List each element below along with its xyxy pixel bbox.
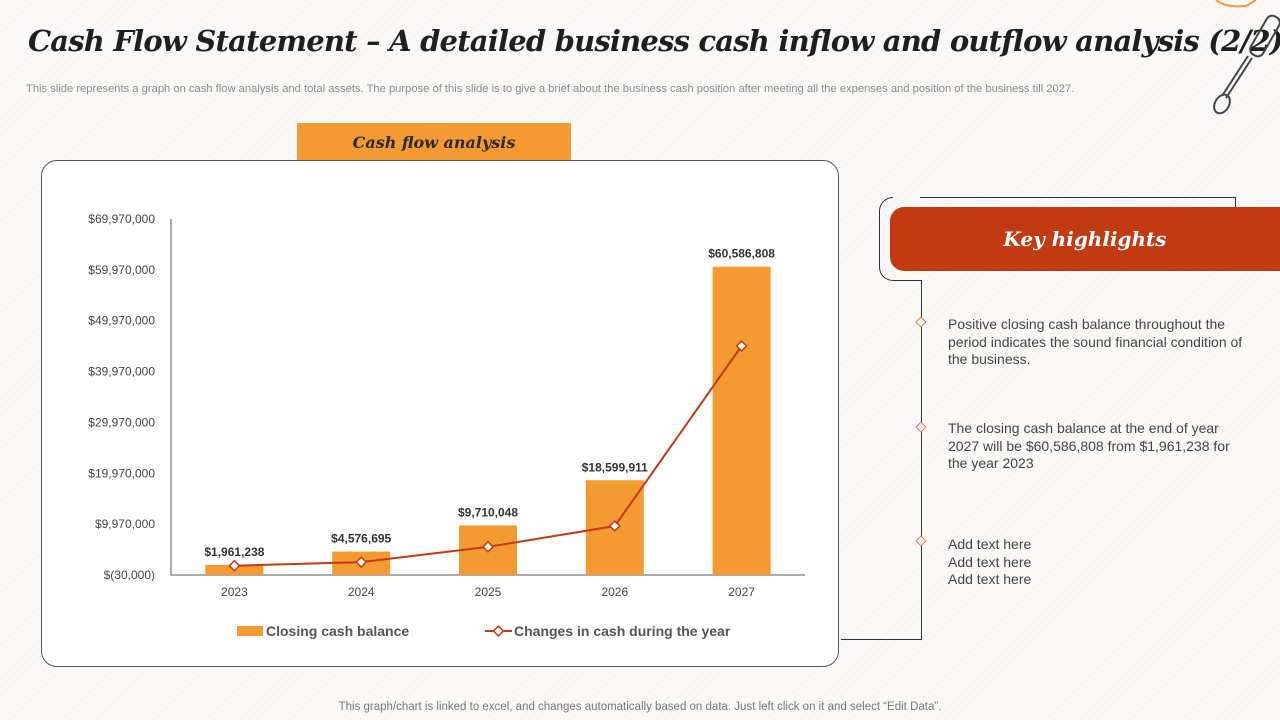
- legend-bar-swatch: [237, 626, 263, 636]
- bracket-line: [841, 639, 922, 640]
- key-highlights-banner: Key highlights: [890, 207, 1280, 271]
- spatula-icon: [1213, 0, 1280, 115]
- y-tick-label: $39,970,000: [88, 365, 155, 379]
- legend-label-changes-in-cash: Changes in cash during the year: [514, 623, 731, 639]
- bar-data-label: $18,599,911: [582, 460, 648, 474]
- line-point-marker: [735, 339, 748, 353]
- cash-flow-chart: $(30,000) $9,970,000 $19,970,000 $29,970,00…: [88, 212, 805, 639]
- line-point-marker: [481, 540, 495, 553]
- y-tick-label: $49,970,000: [88, 314, 155, 328]
- bracket-line: [920, 197, 1236, 198]
- line-point-marker: [228, 559, 241, 572]
- line-point-marker: [355, 556, 368, 569]
- highlight-item-1: Positive closing cash balance throughout…: [948, 316, 1243, 367]
- bullet-diamond-icon: [915, 316, 927, 328]
- bracket-line: [1235, 197, 1236, 209]
- key-highlights-title: Key highlights: [1003, 227, 1167, 251]
- bar-data-label: $1,961,238: [204, 545, 264, 559]
- x-tick-label: 2026: [601, 585, 628, 599]
- y-tick-label: $9,970,000: [95, 517, 155, 531]
- footer-note: This graph/chart is linked to excel, and…: [338, 701, 942, 713]
- page-title: Cash Flow Statement – A detailed busines…: [28, 24, 1280, 58]
- bar-data-label: $4,576,695: [331, 532, 391, 546]
- highlight-item-2: The closing cash balance at the end of y…: [948, 420, 1230, 471]
- bullet-diamond-icon: [915, 535, 927, 547]
- bar-data-label: $60,586,808: [708, 247, 775, 261]
- y-tick-label: $(30,000): [104, 568, 155, 582]
- bracket-line: [893, 280, 922, 281]
- line-point-marker: [608, 520, 621, 533]
- y-tick-label: $69,970,000: [88, 212, 155, 226]
- legend-label-closing-cash-balance: Closing cash balance: [266, 623, 409, 639]
- bar-closing-cash-balance: [712, 266, 771, 575]
- bracket-line: [921, 281, 922, 640]
- y-tick-label: $29,970,000: [88, 415, 155, 429]
- chart-title-tab: Cash flow analysis: [297, 123, 571, 161]
- chart-container: $(30,000) $9,970,000 $19,970,000 $29,970,00…: [41, 160, 839, 667]
- x-tick-label: 2023: [221, 585, 248, 599]
- x-tick-label: 2024: [348, 585, 375, 599]
- bar-data-label: $9,710,048: [458, 505, 518, 519]
- x-tick-label: 2025: [475, 585, 502, 599]
- bullet-diamond-icon: [915, 421, 927, 433]
- y-tick-label: $59,970,000: [88, 263, 155, 277]
- legend-line-marker: [492, 624, 505, 638]
- y-tick-label: $19,970,000: [88, 466, 155, 480]
- x-tick-label: 2027: [728, 585, 755, 599]
- page-subtitle: This slide represents a graph on cash fl…: [26, 83, 1075, 95]
- highlight-item-3: Add text here Add text here Add text her…: [948, 536, 1032, 587]
